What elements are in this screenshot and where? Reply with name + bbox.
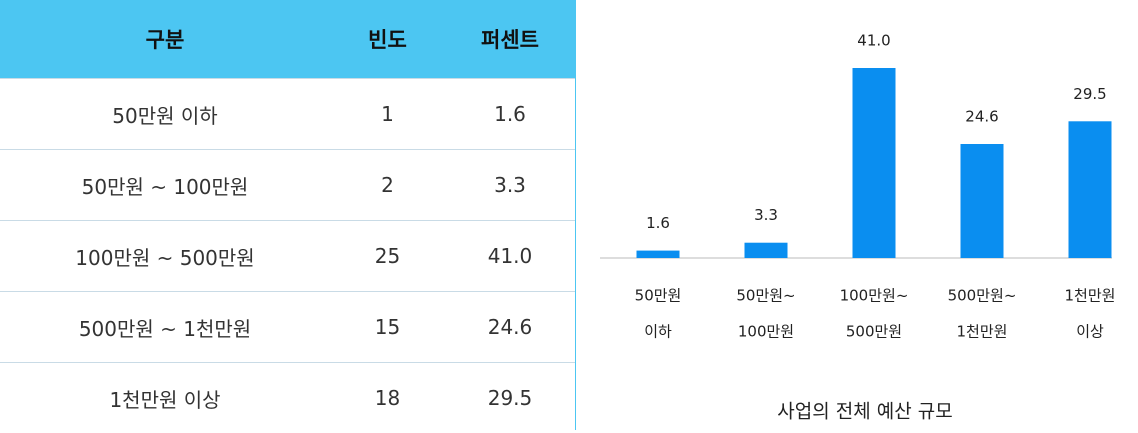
value-label: 1.6: [646, 214, 670, 232]
x-tick-label: 1천만원: [1065, 287, 1116, 305]
value-label: 29.5: [1073, 85, 1106, 103]
chart-title: 사업의 전체 예산 규모: [777, 401, 952, 423]
bar: [637, 251, 680, 258]
bar: [961, 144, 1004, 258]
value-label: 41.0: [857, 32, 890, 50]
bar: [853, 68, 896, 258]
x-tick-label: 이상: [1076, 323, 1104, 341]
bar: [745, 243, 788, 258]
bar: [1069, 121, 1112, 258]
x-tick-label: 50만원~: [736, 287, 795, 305]
x-tick-label: 100만원~: [840, 287, 909, 305]
x-tick-label: 100만원: [738, 323, 794, 341]
x-tick-label: 500만원~: [948, 287, 1017, 305]
value-label: 24.6: [965, 108, 998, 126]
x-tick-label: 50만원: [635, 287, 682, 305]
x-tick-label: 이하: [644, 323, 672, 341]
x-tick-label: 500만원: [846, 323, 902, 341]
x-tick-label: 1천만원: [957, 323, 1008, 341]
value-label: 3.3: [754, 206, 778, 224]
